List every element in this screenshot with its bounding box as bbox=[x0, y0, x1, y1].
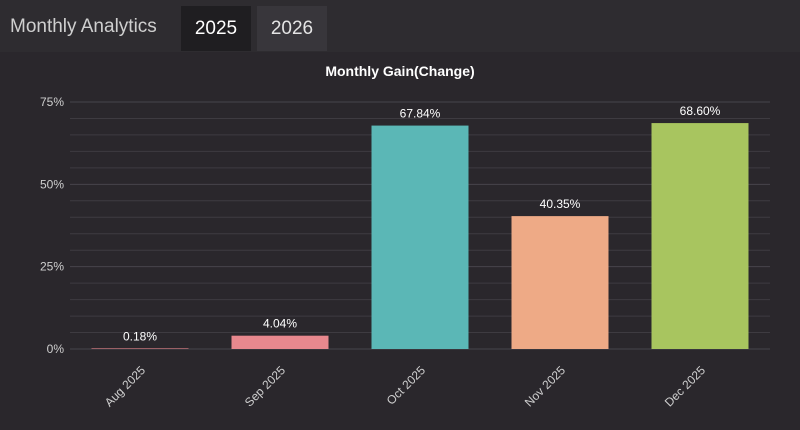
tab-2025[interactable]: 2025 bbox=[181, 6, 251, 51]
bar-chart: 0% 25% 50% 75% 0.18% Aug 2025 4.04% Sep 2025 67.… bbox=[40, 63, 770, 409]
bar-oct-2025 bbox=[371, 125, 469, 350]
x-tick-label: Aug 2025 bbox=[102, 363, 148, 409]
data-label: 68.60% bbox=[680, 104, 721, 118]
data-label: 0.18% bbox=[123, 329, 157, 343]
x-tick-label: Dec 2025 bbox=[662, 363, 708, 409]
y-tick-label: 25% bbox=[40, 260, 64, 274]
x-tick-label: Nov 2025 bbox=[522, 363, 568, 409]
y-tick-label: 50% bbox=[40, 177, 64, 191]
y-tick-label: 75% bbox=[40, 95, 64, 109]
header-bar: Monthly Analytics 2025 2026 bbox=[0, 0, 800, 52]
chart-panel: 0% 25% 50% 75% 0.18% Aug 2025 4.04% Sep 2025 67.… bbox=[0, 52, 800, 430]
bar-dec-2025 bbox=[651, 123, 749, 349]
x-tick-label: Oct 2025 bbox=[384, 363, 429, 408]
data-label: 67.84% bbox=[400, 107, 441, 121]
data-label: 40.35% bbox=[540, 197, 581, 211]
data-label: 4.04% bbox=[263, 317, 297, 331]
y-tick-label: 0% bbox=[47, 342, 65, 356]
x-tick-label: Sep 2025 bbox=[242, 363, 288, 409]
bar-nov-2025 bbox=[511, 216, 609, 349]
tab-2026[interactable]: 2026 bbox=[257, 6, 327, 51]
bar-aug-2025 bbox=[91, 348, 189, 349]
page-title: Monthly Analytics bbox=[10, 16, 157, 37]
chart-title: Monthly Gain(Change) bbox=[325, 63, 474, 79]
bar-sep-2025 bbox=[231, 335, 329, 349]
